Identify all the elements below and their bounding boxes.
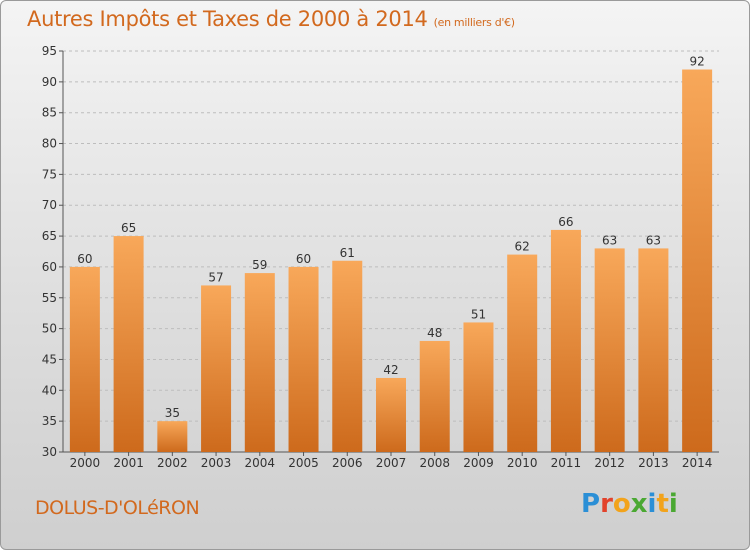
data-label: 66	[558, 215, 573, 229]
x-tick-label: 2004	[245, 456, 276, 470]
logo-letter: i	[668, 489, 678, 519]
data-label: 62	[515, 240, 530, 254]
chart-title: Autres Impôts et Taxes de 2000 à 2014 (en…	[27, 7, 515, 31]
data-label: 92	[689, 55, 704, 69]
bars	[69, 69, 713, 452]
data-label: 51	[471, 307, 486, 321]
y-tick-label: 30	[42, 445, 57, 459]
bar	[507, 254, 538, 452]
data-label: 57	[208, 270, 223, 284]
y-tick-label: 65	[42, 229, 57, 243]
bar	[419, 340, 450, 452]
x-tick-label: 2005	[288, 456, 319, 470]
labels: 30 35 40 45 50 55 60 65 70 75 80 85 90 95 60 2000 65 2001…	[42, 44, 713, 470]
bar	[288, 266, 319, 452]
bar	[69, 266, 100, 452]
y-tick-label: 55	[42, 291, 57, 305]
bar	[113, 236, 144, 452]
bar	[201, 285, 232, 452]
x-tick-label: 2013	[638, 456, 669, 470]
logo-letter: o	[612, 489, 631, 519]
y-tick-label: 80	[42, 137, 57, 151]
y-tick-label: 50	[42, 322, 57, 336]
x-tick-label: 2007	[376, 456, 407, 470]
chart-subtitle: (en milliers d'€)	[433, 16, 515, 29]
bar	[682, 69, 713, 452]
y-tick-label: 85	[42, 106, 57, 120]
logo-letter: x	[630, 489, 648, 519]
data-label: 48	[427, 326, 442, 340]
bar	[463, 322, 494, 452]
x-tick-label: 2002	[157, 456, 188, 470]
y-tick-label: 40	[42, 383, 57, 397]
y-tick-label: 75	[42, 167, 57, 181]
data-label: 63	[646, 233, 661, 247]
x-tick-label: 2014	[682, 456, 713, 470]
bar	[157, 421, 188, 452]
x-tick-label: 2012	[594, 456, 625, 470]
bar	[244, 273, 275, 452]
data-label: 65	[121, 221, 136, 235]
logo-letter: i	[647, 489, 657, 519]
data-label: 35	[165, 406, 180, 420]
y-tick-label: 60	[42, 260, 57, 274]
x-tick-label: 2010	[507, 456, 538, 470]
bar	[332, 260, 363, 452]
y-tick-label: 35	[42, 414, 57, 428]
x-tick-label: 2011	[551, 456, 582, 470]
y-tick-label: 70	[42, 198, 57, 212]
x-tick-label: 2000	[70, 456, 101, 470]
data-label: 60	[296, 252, 311, 266]
bar	[594, 248, 625, 452]
logo-letter: r	[600, 489, 613, 519]
data-label: 59	[252, 258, 267, 272]
proxiti-logo: Proxiti	[581, 489, 678, 519]
data-label: 63	[602, 233, 617, 247]
data-label: 60	[77, 252, 92, 266]
y-tick-label: 95	[42, 44, 57, 58]
x-tick-label: 2009	[463, 456, 494, 470]
chart-title-text: Autres Impôts et Taxes de 2000 à 2014	[27, 7, 428, 31]
bar	[376, 377, 406, 452]
bar	[550, 229, 581, 452]
y-tick-label: 90	[42, 75, 57, 89]
data-label: 42	[383, 363, 398, 377]
data-label: 61	[340, 246, 355, 260]
x-tick-label: 2001	[113, 456, 144, 470]
logo-letter: t	[656, 489, 669, 519]
bar	[638, 248, 669, 452]
logo-letter: P	[581, 489, 601, 519]
x-tick-label: 2006	[332, 456, 363, 470]
x-tick-label: 2003	[201, 456, 232, 470]
commune-name: DOLUS-D'OLéRON	[35, 497, 200, 519]
y-tick-label: 45	[42, 352, 57, 366]
x-tick-label: 2008	[419, 456, 450, 470]
